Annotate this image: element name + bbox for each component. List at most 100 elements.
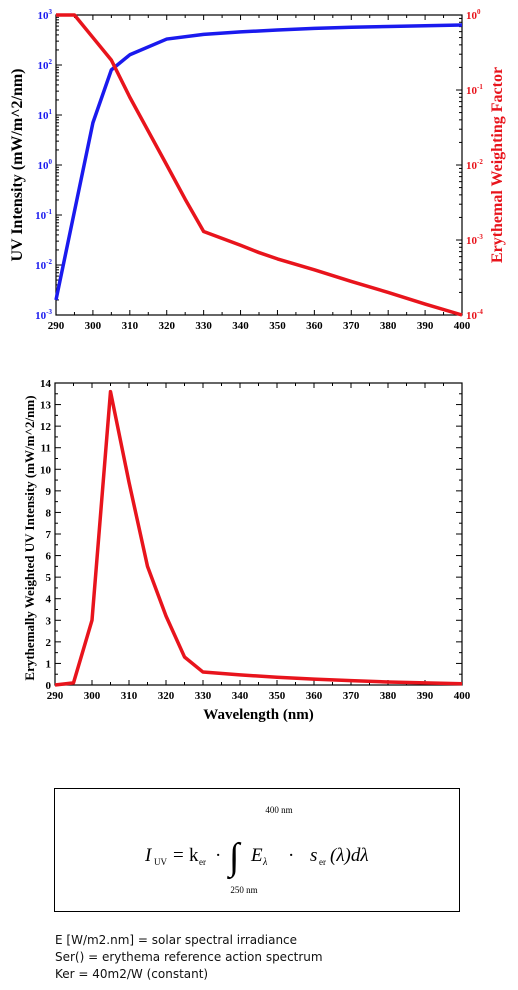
y2-tick-label: 10-2 xyxy=(466,158,483,172)
y2-tick-label-base: 10 xyxy=(466,85,478,97)
x-axis-title: Wavelength (nm) xyxy=(203,707,313,723)
x-tick-label: 330 xyxy=(195,320,212,332)
x-tick-label: 400 xyxy=(454,690,471,702)
y-tick-label-exponent: 2 xyxy=(49,58,53,66)
y-tick-label: 9 xyxy=(46,486,52,498)
y2-tick-label-exponent: -1 xyxy=(477,83,483,91)
x-tick-label: 350 xyxy=(269,690,286,702)
y-tick-label-base: 10 xyxy=(35,260,47,272)
y-tick-label-exponent: 1 xyxy=(49,108,53,116)
formula-dot-2: · xyxy=(288,845,294,866)
x-tick-label: 390 xyxy=(417,320,434,332)
y2-tick-label-base: 10 xyxy=(466,310,478,322)
y-tick-label: 1 xyxy=(46,658,52,670)
y2-tick-label: 10-3 xyxy=(466,233,483,247)
y2-tick-label-exponent: -2 xyxy=(477,158,483,166)
note-action-spectrum: Ser() = erythema reference action spectr… xyxy=(55,950,323,964)
y2-axis-title: Erythemal Weighting Factor xyxy=(489,67,506,263)
x-tick-label: 320 xyxy=(158,690,175,702)
y-tick-label-exponent: -2 xyxy=(46,258,52,266)
y-tick-label: 103 xyxy=(38,8,53,22)
y-tick-label-base: 10 xyxy=(38,160,50,172)
y-tick-label: 14 xyxy=(40,378,52,390)
formula-k-subscript: er xyxy=(199,857,206,867)
series-uv-intensity-line xyxy=(54,23,463,301)
y-tick-label-base: 10 xyxy=(38,110,50,122)
x-tick-label: 390 xyxy=(417,690,434,702)
formula: 400 nm I UV = k er · ∫ E λ · s er (λ)dλ … xyxy=(144,805,369,895)
formula-equals: = xyxy=(173,845,184,866)
y2-tick-label-base: 10 xyxy=(466,160,478,172)
formula-dot-1: · xyxy=(215,845,221,866)
x-tick-label: 360 xyxy=(306,690,323,702)
x-tick-label: 350 xyxy=(269,320,286,332)
formula-lhs-subscript: UV xyxy=(154,857,167,867)
x-tick-label: 380 xyxy=(380,320,397,332)
x-tick-label: 330 xyxy=(195,690,212,702)
y-tick-label: 12 xyxy=(40,421,52,433)
y2-tick-label: 10-1 xyxy=(466,83,483,97)
y2-tick-label-base: 10 xyxy=(466,235,478,247)
y-tick-label: 10-1 xyxy=(35,208,52,222)
y2-tick-label-exponent: 0 xyxy=(477,8,481,16)
y-tick-label-base: 10 xyxy=(35,210,47,222)
formula-s-argument: (λ)dλ xyxy=(330,845,369,866)
y-axis-title: UV Intensity (mW/m^2/nm) xyxy=(9,69,26,262)
formula-integral: ∫ xyxy=(227,836,242,880)
plot-frame xyxy=(54,382,463,686)
x-tick-label: 370 xyxy=(343,320,360,332)
y-tick-label-exponent: 0 xyxy=(49,158,53,166)
series-erythemal-weighting-line xyxy=(56,13,463,317)
y-tick-label-exponent: 3 xyxy=(49,8,53,16)
formula-k: k xyxy=(189,845,199,866)
x-tick-label: 340 xyxy=(232,320,249,332)
x-tick-label: 340 xyxy=(232,690,249,702)
formula-e-subscript: λ xyxy=(262,857,268,868)
x-tick-label: 300 xyxy=(85,320,102,332)
x-tick-label: 300 xyxy=(84,690,101,702)
chart-uv-intensity-and-weighting: 290 300 310 320 330 340 350 360 370 380 390 40010-3… xyxy=(9,8,506,332)
y-tick-label: 11 xyxy=(41,443,51,455)
x-tick-label: 370 xyxy=(343,690,360,702)
x-tick-label: 320 xyxy=(158,320,175,332)
y-axis-title: Erythemally Weighted UV Intensity (mW/m^… xyxy=(22,395,37,680)
formula-s-subscript: er xyxy=(319,857,326,867)
y-tick-label-exponent: -1 xyxy=(46,208,52,216)
y-tick-label: 10-2 xyxy=(35,258,52,272)
series-erythemally-weighted-line xyxy=(54,389,463,687)
x-tick-label: 310 xyxy=(121,690,138,702)
x-tick-label: 290 xyxy=(48,320,65,332)
y-tick-label: 6 xyxy=(46,551,52,563)
y-tick-label-exponent: -3 xyxy=(46,308,52,316)
y-tick-label: 10-3 xyxy=(35,308,52,322)
y-tick-label-base: 10 xyxy=(38,60,50,72)
y-tick-label: 101 xyxy=(38,108,53,122)
formula-box: 400 nm I UV = k er · ∫ E λ · s er (λ)dλ … xyxy=(54,788,460,912)
y-tick-label: 10 xyxy=(40,464,52,476)
integral-lower-limit: 250 nm xyxy=(230,885,257,895)
chart-erythemally-weighted-uv: 290 300 310 320 330 340 350 360 370 380 390 4000123… xyxy=(22,378,471,723)
y-tick-label: 7 xyxy=(46,529,52,541)
y2-tick-label-base: 10 xyxy=(466,10,478,22)
x-tick-label: 360 xyxy=(306,320,323,332)
y-tick-label: 5 xyxy=(46,572,52,584)
y-tick-label-base: 10 xyxy=(38,10,50,22)
y-tick-label-base: 10 xyxy=(35,310,47,322)
note-irradiance: E [W/m2.nm] = solar spectral irradiance xyxy=(55,933,298,947)
y-tick-label: 2 xyxy=(46,637,52,649)
y-tick-label: 13 xyxy=(40,400,52,412)
y-tick-label: 0 xyxy=(46,680,52,692)
formula-e: E xyxy=(250,845,263,866)
note-ker-constant: Ker = 40m2/W (constant) xyxy=(55,967,209,981)
y-tick-label: 100 xyxy=(38,158,53,172)
notes: E [W/m2.nm] = solar spectral irradiance … xyxy=(55,932,323,983)
y2-tick-label: 100 xyxy=(466,8,481,22)
x-tick-label: 400 xyxy=(454,320,471,332)
y2-tick-label-exponent: -3 xyxy=(477,233,483,241)
x-tick-label: 290 xyxy=(47,690,64,702)
y2-tick-label-exponent: -4 xyxy=(477,308,483,316)
formula-s: s xyxy=(310,845,317,866)
x-tick-label: 380 xyxy=(380,690,397,702)
y-tick-label: 8 xyxy=(46,507,52,519)
y-tick-label: 3 xyxy=(46,615,52,627)
